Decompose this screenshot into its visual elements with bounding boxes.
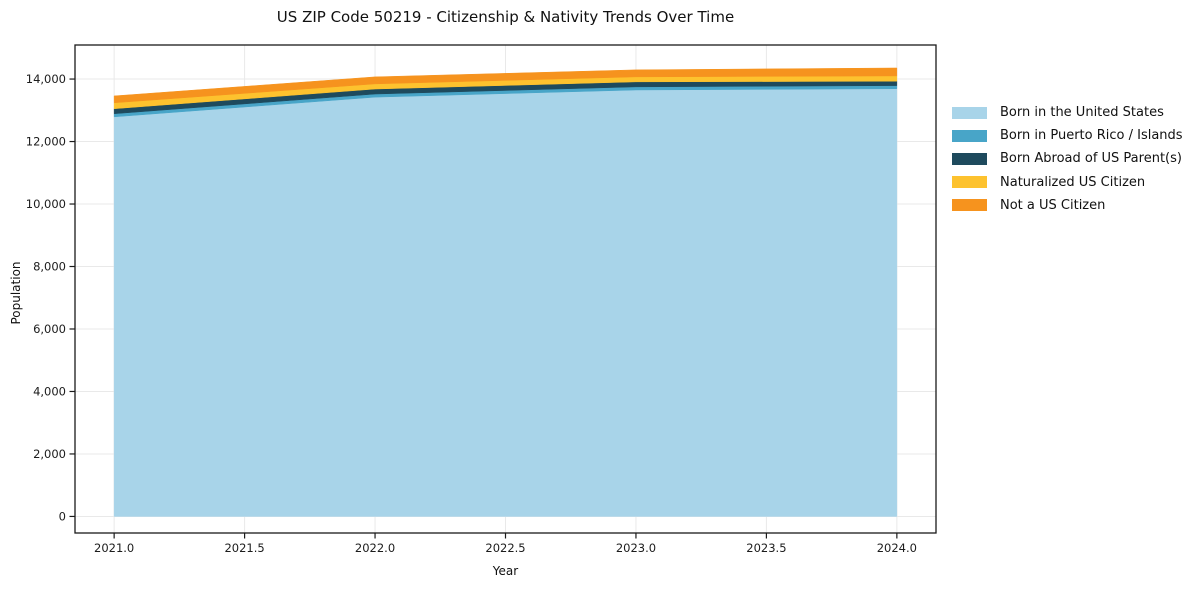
legend-swatch [952, 152, 987, 165]
legend-swatch [952, 129, 987, 142]
legend-label: Born in the United States [1000, 105, 1164, 120]
legend-label: Not a US Citizen [1000, 197, 1106, 213]
y-tick-label: 8,000 [33, 260, 66, 274]
x-tick-label: 2021.5 [224, 541, 264, 555]
legend-label: Naturalized US Citizen [1000, 174, 1146, 190]
legend-row: Not a US Citizen [952, 199, 1183, 212]
x-tick-label: 2023.5 [746, 541, 786, 555]
x-tick-label: 2024.0 [877, 541, 917, 555]
legend-swatch [952, 176, 987, 189]
x-axis-label: Year [492, 564, 519, 578]
legend: Born in the United States Born in Puerto … [952, 106, 1183, 222]
legend-row: Born Abroad of US Parent(s) [952, 152, 1183, 165]
y-tick-label: 14,000 [26, 72, 66, 86]
y-tick-label: 4,000 [33, 384, 66, 398]
y-tick-label: 10,000 [26, 197, 66, 211]
legend-swatch [952, 106, 987, 119]
y-tick-label: 12,000 [26, 135, 66, 149]
legend-label: Born Abroad of US Parent(s) [1000, 151, 1182, 167]
legend-row: Born in the United States [952, 106, 1183, 119]
x-tick-label: 2021.0 [94, 541, 134, 555]
y-tick-label: 6,000 [33, 322, 66, 336]
area-series [113, 88, 898, 517]
area-series [113, 67, 898, 104]
legend-row: Born in Puerto Rico / Islands [952, 129, 1183, 142]
legend-swatch [952, 199, 987, 212]
y-tick-label: 2,000 [33, 447, 66, 461]
legend-row: Naturalized US Citizen [952, 176, 1183, 189]
chart-title: US ZIP Code 50219 - Citizenship & Nativi… [276, 8, 735, 26]
x-tick-label: 2022.0 [355, 541, 395, 555]
y-tick-label: 0 [59, 509, 66, 523]
legend-label: Born in Puerto Rico / Islands [1000, 128, 1183, 144]
x-tick-label: 2023.0 [616, 541, 656, 555]
x-tick-label: 2022.5 [485, 541, 525, 555]
